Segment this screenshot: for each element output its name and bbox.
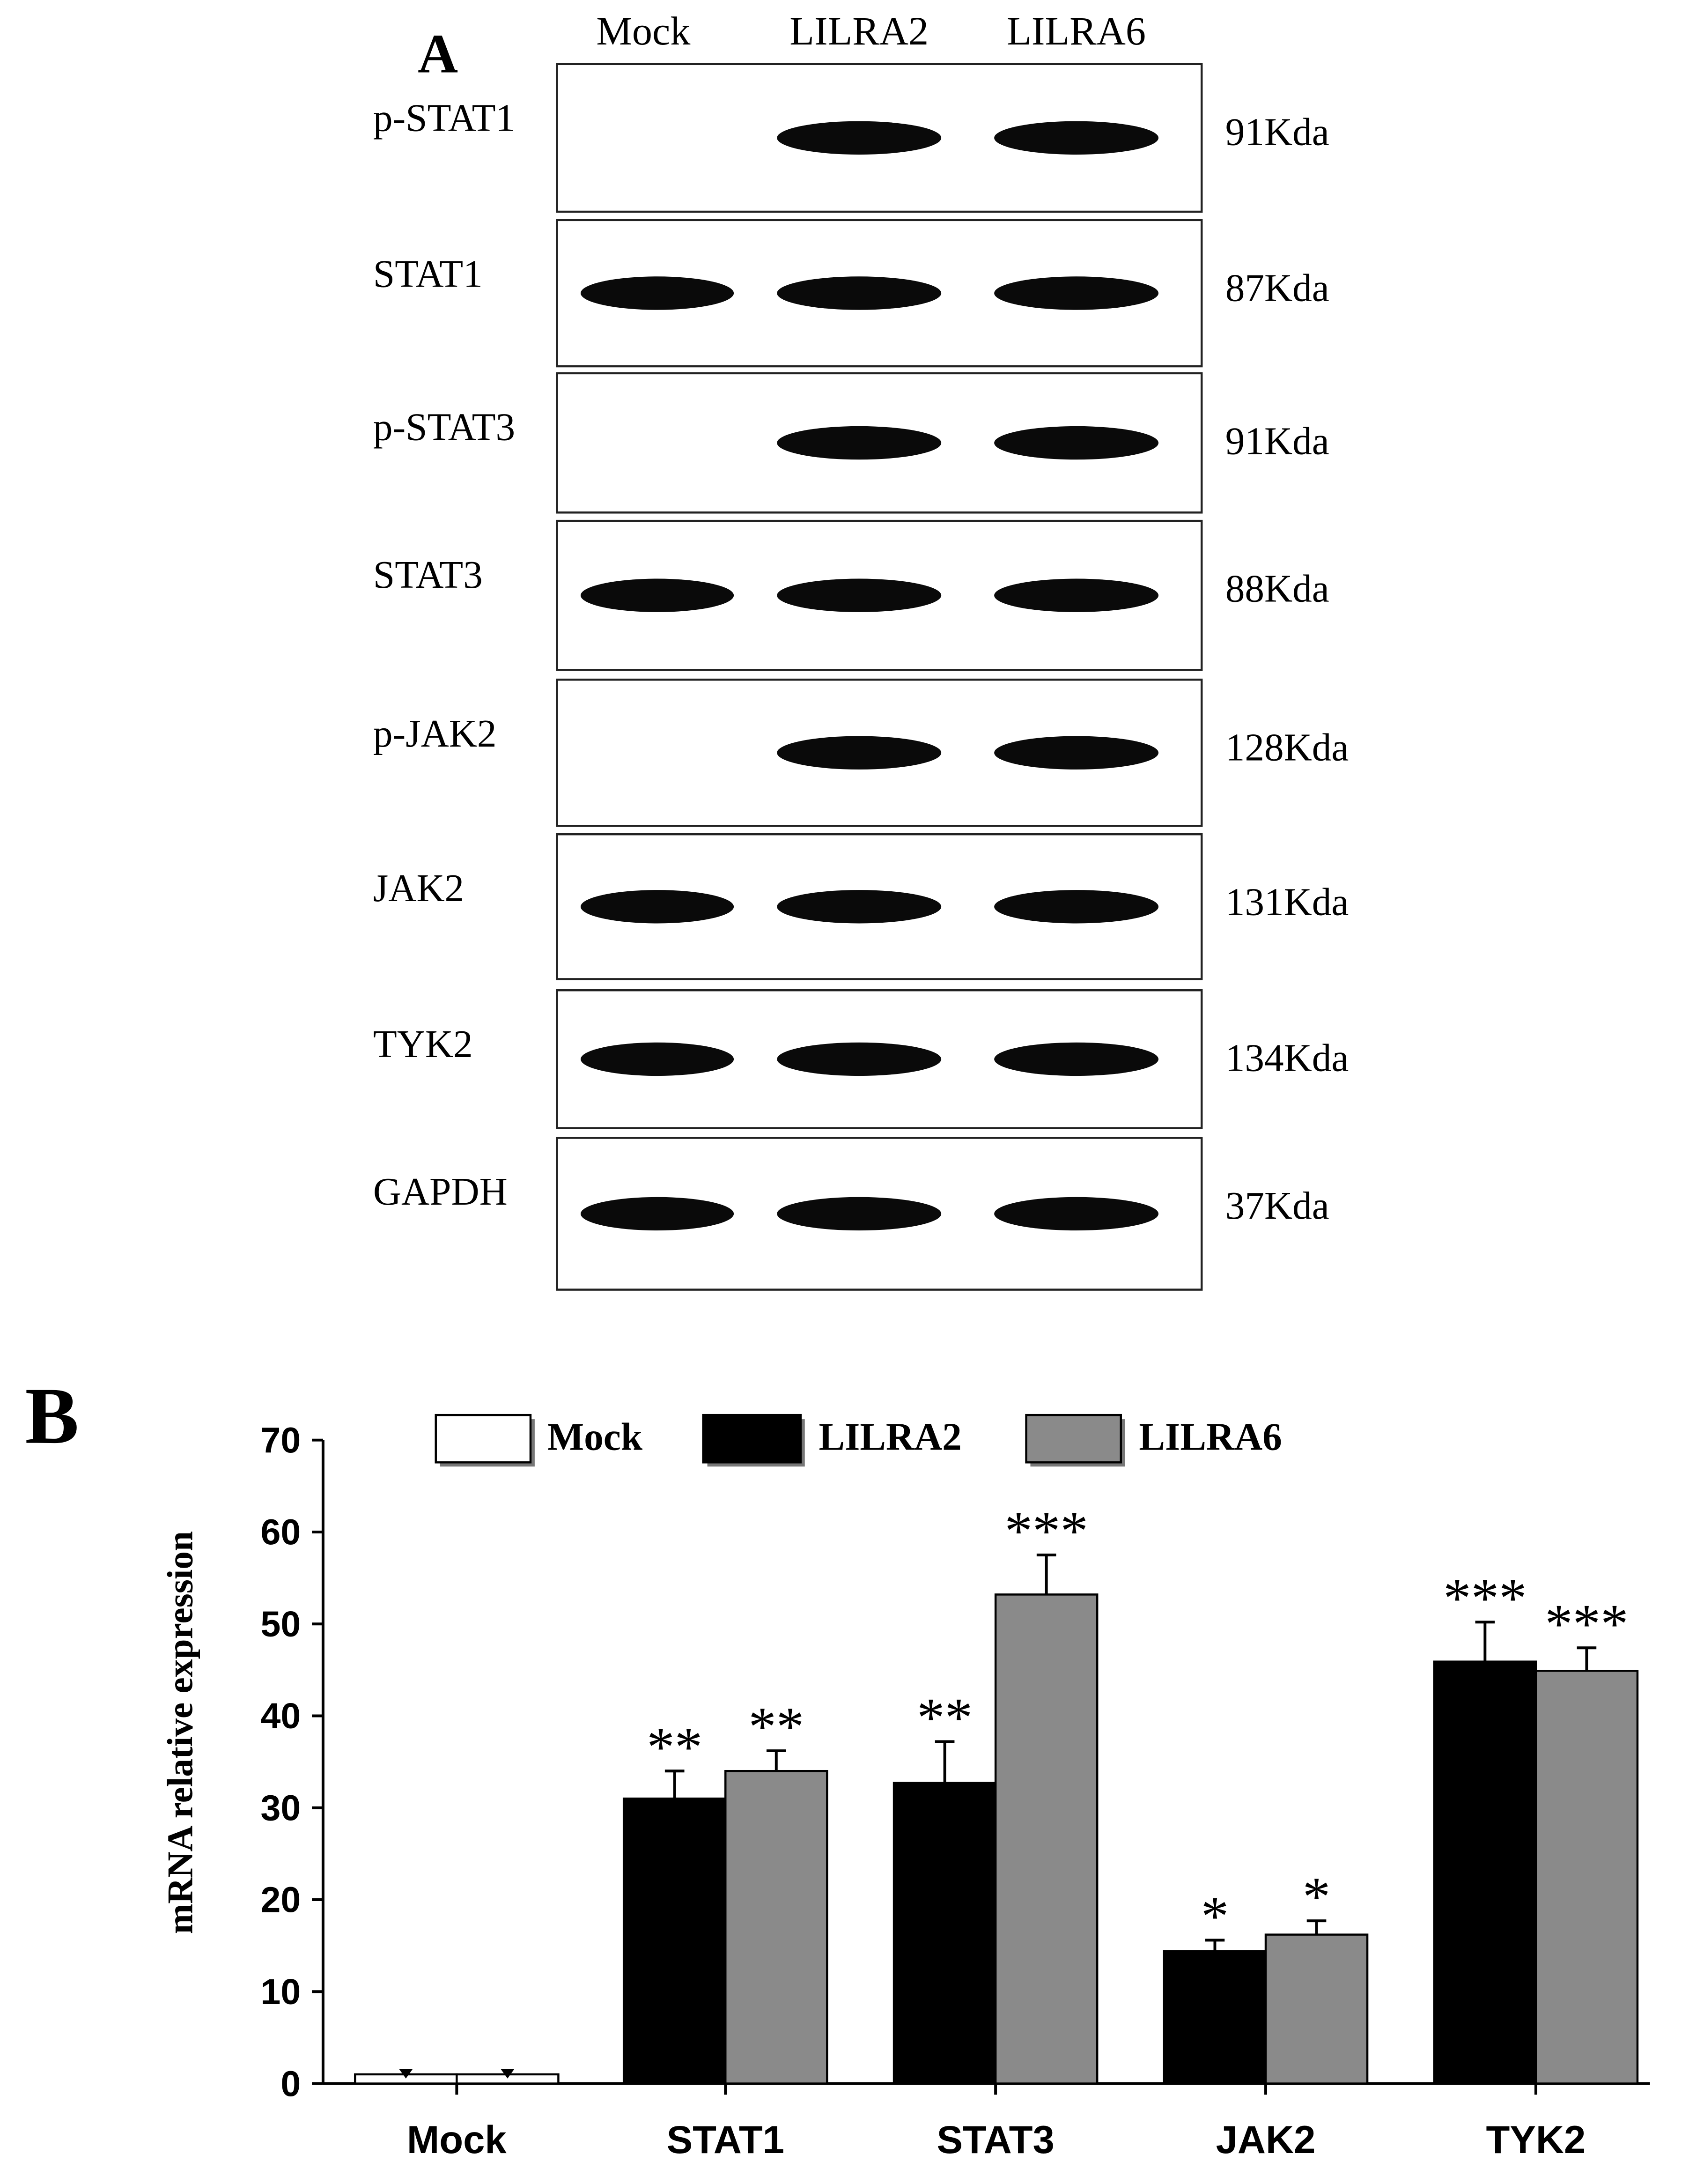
mw-label: 128Kda bbox=[1225, 726, 1349, 770]
bar bbox=[1534, 1670, 1639, 2085]
protein-band bbox=[994, 890, 1159, 924]
protein-band bbox=[777, 1042, 942, 1076]
protein-band bbox=[777, 1197, 942, 1231]
y-axis-label: mRNA relative expression bbox=[160, 1531, 200, 1934]
mw-label: 91Kda bbox=[1225, 111, 1329, 154]
legend-label: LILRA2 bbox=[819, 1416, 961, 1459]
bar bbox=[994, 1593, 1099, 2085]
lane-label: LILRA2 bbox=[789, 8, 929, 53]
legend-swatch bbox=[1025, 1414, 1122, 1464]
blot-row: JAK2 131Kda bbox=[373, 833, 1349, 980]
blot-row: STAT1 87Kda bbox=[373, 219, 1329, 368]
protein-band bbox=[777, 121, 942, 155]
protein-band bbox=[777, 578, 942, 612]
bar bbox=[1163, 1950, 1267, 2085]
protein-label: STAT3 bbox=[373, 554, 483, 597]
x-tick-label: STAT1 bbox=[667, 2118, 784, 2162]
mw-label: 88Kda bbox=[1225, 568, 1329, 611]
blot-row: TYK2 134Kda bbox=[373, 989, 1349, 1129]
blot-row: p-JAK2 128Kda bbox=[373, 678, 1349, 827]
error-marker bbox=[398, 2068, 413, 2079]
x-tick-label: TYK2 bbox=[1486, 2118, 1586, 2162]
protein-band bbox=[580, 1042, 734, 1076]
lane-label: LILRA6 bbox=[1007, 8, 1146, 53]
chart-bars: ** ** ****** **** *** bbox=[354, 1500, 1639, 2085]
protein-label: p-JAK2 bbox=[373, 712, 497, 755]
protein-band bbox=[580, 578, 734, 612]
panel-b-label: B bbox=[25, 1371, 79, 1461]
protein-label: JAK2 bbox=[373, 867, 464, 910]
y-tick-label: 70 bbox=[260, 1420, 301, 1460]
mw-label: 134Kda bbox=[1225, 1037, 1349, 1080]
blot-row: STAT3 88Kda bbox=[373, 519, 1329, 671]
legend-label: Mock bbox=[547, 1416, 643, 1459]
mw-label: 37Kda bbox=[1225, 1185, 1329, 1228]
bar bbox=[1433, 1660, 1537, 2085]
bar bbox=[892, 1782, 997, 2085]
protein-band bbox=[994, 426, 1159, 460]
protein-band bbox=[994, 578, 1159, 612]
blot-row: GAPDH 37Kda bbox=[373, 1137, 1329, 1291]
y-tick-label: 40 bbox=[260, 1696, 301, 1736]
protein-band bbox=[994, 121, 1159, 155]
protein-band bbox=[580, 1197, 734, 1231]
bar bbox=[724, 1769, 828, 2085]
protein-band bbox=[777, 736, 942, 770]
mw-label: 131Kda bbox=[1225, 881, 1349, 924]
mw-label: 91Kda bbox=[1225, 420, 1329, 463]
y-tick-label: 10 bbox=[260, 1972, 301, 2012]
protein-band bbox=[994, 736, 1159, 770]
y-tick-label: 50 bbox=[260, 1604, 301, 1644]
significance-label: *** bbox=[1545, 1592, 1628, 1654]
mw-label: 87Kda bbox=[1225, 267, 1329, 310]
lane-label: Mock bbox=[596, 8, 691, 53]
x-tick-label: STAT3 bbox=[937, 2118, 1054, 2162]
protein-band bbox=[777, 890, 942, 924]
bar bbox=[622, 1797, 727, 2085]
legend-label: LILRA6 bbox=[1139, 1416, 1282, 1459]
blot-row: p-STAT1 91Kda bbox=[373, 63, 1329, 213]
y-tick-label: 30 bbox=[260, 1788, 301, 1828]
bar-chart: B mRNA relative expression Mock LILRA2 LIL… bbox=[25, 1371, 1650, 2162]
blot-row: p-STAT3 91Kda bbox=[373, 372, 1329, 514]
protein-band bbox=[994, 1042, 1159, 1076]
chart-legend: Mock LILRA2 LILRA6 bbox=[435, 1414, 1282, 1467]
protein-band bbox=[777, 276, 942, 310]
bar bbox=[1264, 1933, 1369, 2085]
x-tick-label: Mock bbox=[407, 2118, 507, 2162]
panel-a-label: A bbox=[418, 23, 458, 85]
significance-label: ** bbox=[647, 1716, 702, 1777]
western-blot-panel: A Mock LILRA2 LILRA6 p-STAT1 91Kda STAT1 87Kd… bbox=[373, 8, 1349, 1291]
protein-label: GAPDH bbox=[373, 1170, 508, 1214]
lane-labels: Mock LILRA2 LILRA6 bbox=[596, 8, 1146, 53]
protein-label: p-STAT1 bbox=[373, 97, 515, 140]
y-tick-label: 20 bbox=[260, 1880, 301, 1920]
protein-band bbox=[994, 1197, 1159, 1231]
y-tick-label: 0 bbox=[280, 2064, 301, 2104]
protein-label: TYK2 bbox=[373, 1023, 473, 1066]
protein-band bbox=[994, 276, 1159, 310]
blot-rows: p-STAT1 91Kda STAT1 87Kda p-STAT3 91Kda STAT3 8… bbox=[373, 63, 1349, 1291]
protein-label: STAT1 bbox=[373, 253, 483, 296]
legend-swatch bbox=[702, 1414, 802, 1464]
x-tick-label: JAK2 bbox=[1216, 2118, 1316, 2162]
significance-label: * bbox=[1201, 1885, 1229, 1947]
protein-band bbox=[580, 890, 734, 924]
protein-label: p-STAT3 bbox=[373, 406, 515, 449]
significance-label: ** bbox=[748, 1695, 804, 1757]
protein-band bbox=[580, 276, 734, 310]
error-marker bbox=[501, 2068, 515, 2079]
y-tick-label: 60 bbox=[260, 1512, 301, 1553]
significance-label: *** bbox=[1443, 1567, 1527, 1629]
significance-label: *** bbox=[1004, 1500, 1088, 1562]
significance-label: * bbox=[1303, 1866, 1330, 1927]
protein-band bbox=[777, 426, 942, 460]
significance-label: ** bbox=[917, 1687, 973, 1748]
legend-swatch bbox=[435, 1414, 532, 1464]
